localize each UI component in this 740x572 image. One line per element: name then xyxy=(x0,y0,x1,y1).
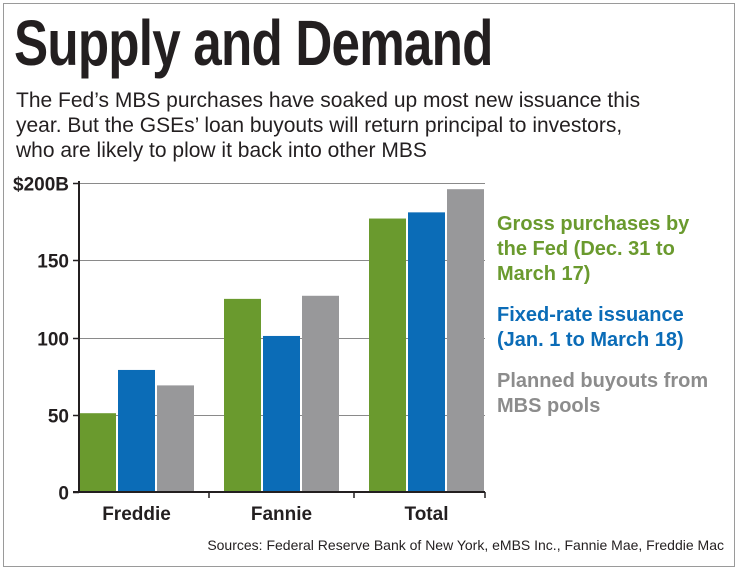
chart-subtitle: The Fed’s MBS purchases have soaked up m… xyxy=(16,88,722,163)
legend-item-fixed-rate-issuance: Fixed-rate issuance (Jan. 1 to March 18) xyxy=(497,303,727,353)
bar-fixed-rate-issuance xyxy=(408,212,445,493)
bar-fixed-rate-issuance xyxy=(263,335,300,492)
subtitle-line: who are likely to plow it back into othe… xyxy=(16,139,427,162)
legend-label: Planned buyouts from xyxy=(497,370,709,392)
source-note: Sources: Federal Reserve Bank of New Yor… xyxy=(207,537,724,553)
legend-label: Fixed-rate issuance xyxy=(497,304,684,326)
legend-label: the Fed (Dec. 31 to xyxy=(497,238,675,260)
legend-label: Gross purchases by xyxy=(497,213,690,235)
bar-planned-buyouts xyxy=(157,385,194,492)
legend-label: March 17) xyxy=(497,263,591,285)
bar-fed-purchases xyxy=(79,413,116,492)
x-category-label: Freddie xyxy=(102,504,171,525)
chart-title: Supply and Demand xyxy=(14,7,493,79)
y-tick-label: 50 xyxy=(48,407,69,428)
x-category-label: Total xyxy=(405,504,449,525)
y-tick-label: 0 xyxy=(58,484,69,505)
chart-frame xyxy=(3,3,735,567)
legend-item-planned-buyouts: Planned buyouts from MBS pools xyxy=(497,369,727,419)
x-category-label: Fannie xyxy=(251,504,312,525)
bar-fixed-rate-issuance xyxy=(118,369,155,492)
y-tick-label: 150 xyxy=(37,252,69,273)
bar-fed-purchases xyxy=(369,218,406,492)
bar-planned-buyouts xyxy=(447,189,484,492)
bar-fed-purchases xyxy=(224,298,261,492)
y-tick-label: $200B xyxy=(13,175,69,196)
legend-item-fed-purchases: Gross purchases by the Fed (Dec. 31 to M… xyxy=(497,212,727,287)
bar-planned-buyouts xyxy=(302,295,339,492)
legend-label: (Jan. 1 to March 18) xyxy=(497,329,684,351)
y-tick-label: 100 xyxy=(37,330,69,351)
subtitle-line: year. But the GSEs’ loan buyouts will re… xyxy=(16,114,623,137)
legend-label: MBS pools xyxy=(497,395,601,417)
subtitle-line: The Fed’s MBS purchases have soaked up m… xyxy=(16,89,641,112)
